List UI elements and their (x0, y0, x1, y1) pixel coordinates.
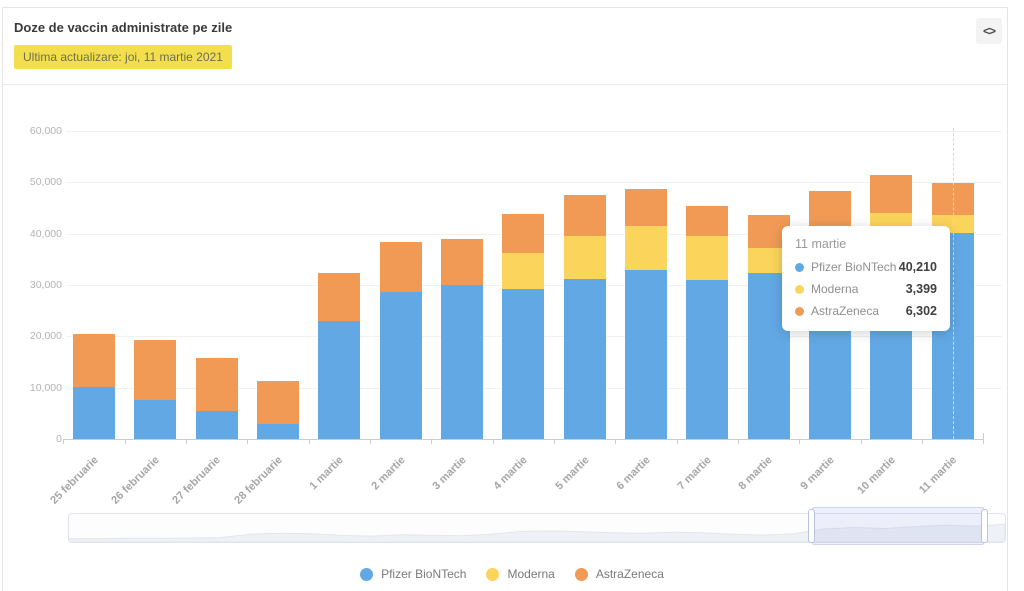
x-axis-tick (860, 439, 862, 444)
navigator-sparkline (69, 523, 1005, 542)
segment-AstraZeneca (257, 381, 300, 425)
legend-item-AstraZeneca[interactable]: AstraZeneca (574, 567, 664, 581)
gridline-50000 (66, 182, 1002, 184)
x-axis-tick (124, 439, 126, 444)
bar-2-martie[interactable] (379, 241, 422, 439)
y-axis-label: 50,000 (29, 176, 62, 189)
chart-tooltip: 11 martie Pfizer BioNTech 40,210 Moderna… (782, 226, 950, 331)
gridline-60000 (66, 131, 1002, 132)
last-updated-badge: Ultima actualizare: joi, 11 martie 2021 (14, 45, 232, 69)
segment-AstraZeneca (73, 334, 116, 388)
legend-label: Moderna (507, 567, 555, 581)
y-axis-label: 0 (56, 433, 62, 445)
y-axis-label: 10,000 (29, 381, 62, 394)
segment-Moderna (502, 253, 545, 290)
segment-AstraZeneca (870, 174, 913, 213)
chart-legend: Pfizer BioNTech Moderna AstraZeneca (0, 567, 1024, 581)
x-axis-tick (799, 439, 801, 444)
segment-AstraZeneca (379, 241, 422, 292)
legend-dot-icon (360, 567, 374, 581)
embed-code-button[interactable]: <> (976, 18, 1002, 44)
x-axis-tick (247, 439, 249, 444)
x-axis-tick (431, 439, 433, 444)
page-title: Doze de vaccin administrate pe zile (14, 20, 233, 35)
bar-28-februarie[interactable] (257, 381, 300, 439)
y-axis-label: 60,000 (29, 125, 62, 137)
x-axis-tick (922, 439, 924, 444)
bar-4-martie[interactable] (502, 213, 545, 439)
x-axis-endcap (983, 433, 985, 439)
bar-7-martie[interactable] (686, 205, 729, 439)
tooltip-row-moderna: Moderna 3,399 (795, 282, 937, 296)
bar-3-martie[interactable] (441, 239, 484, 439)
segment-Moderna (625, 226, 668, 271)
segment-AstraZeneca (134, 339, 177, 400)
header-divider (3, 84, 1008, 85)
segment-AstraZeneca (563, 195, 606, 236)
y-axis-label: 40,000 (29, 227, 62, 240)
segment-Pfizer-BioNTech (318, 320, 361, 439)
legend-dot-icon (574, 567, 588, 581)
x-axis-tick (983, 439, 985, 444)
astrazeneca-dot-icon (795, 306, 804, 316)
segment-Pfizer-BioNTech (686, 280, 729, 439)
segment-Pfizer-BioNTech (625, 270, 668, 439)
bar-5-martie[interactable] (563, 195, 606, 439)
y-axis-label: 30,000 (29, 279, 62, 291)
tooltip-row-pfizer: Pfizer BioNTech 40,210 (795, 260, 937, 274)
range-navigator[interactable] (68, 513, 1006, 543)
segment-Pfizer-BioNTech (502, 289, 545, 439)
x-axis-tick (492, 439, 494, 444)
x-axis-tick (370, 439, 372, 444)
y-axis-label: 20,000 (29, 330, 62, 343)
legend-dot-icon (486, 567, 500, 581)
segment-Pfizer-BioNTech (195, 410, 238, 439)
bar-27-februarie[interactable] (195, 358, 238, 439)
legend-item-Pfizer-BioNTech[interactable]: Pfizer BioNTech (360, 567, 466, 581)
segment-Moderna (563, 235, 606, 280)
segment-AstraZeneca (686, 205, 729, 237)
x-axis-tick (308, 439, 310, 444)
bar-6-martie[interactable] (625, 189, 668, 439)
segment-AstraZeneca (195, 358, 238, 411)
x-axis-tick (63, 439, 65, 444)
segment-AstraZeneca (318, 273, 361, 321)
segment-AstraZeneca (502, 213, 545, 254)
tooltip-date: 11 martie (795, 237, 847, 251)
x-axis-tick (186, 439, 188, 444)
moderna-dot-icon (795, 284, 804, 294)
segment-AstraZeneca (809, 191, 852, 232)
bar-25-februarie[interactable] (73, 334, 116, 439)
segment-Pfizer-BioNTech (73, 387, 116, 439)
segment-AstraZeneca (625, 189, 668, 227)
segment-Pfizer-BioNTech (563, 279, 606, 439)
legend-item-Moderna[interactable]: Moderna (486, 567, 555, 581)
segment-Pfizer-BioNTech (134, 399, 177, 439)
navigator-selection[interactable] (811, 507, 985, 545)
segment-Pfizer-BioNTech (379, 291, 422, 439)
x-axis-line (63, 439, 984, 440)
bar-26-februarie[interactable] (134, 339, 177, 439)
segment-Pfizer-BioNTech (441, 284, 484, 439)
legend-label: Pfizer BioNTech (381, 567, 467, 581)
segment-Moderna (686, 236, 729, 281)
navigator-right-handle[interactable] (980, 509, 988, 543)
code-icon: <> (982, 24, 996, 38)
x-axis-tick (676, 439, 678, 444)
bar-1-martie[interactable] (318, 273, 361, 439)
pfizer-dot-icon (795, 262, 804, 272)
x-axis-tick (615, 439, 617, 444)
segment-Pfizer-BioNTech (257, 424, 300, 439)
x-axis-tick (554, 439, 556, 444)
segment-AstraZeneca (441, 239, 484, 285)
tooltip-row-astrazeneca: AstraZeneca 6,302 (795, 304, 937, 318)
legend-label: AstraZeneca (595, 567, 664, 581)
hover-crosshair-line (952, 128, 954, 439)
navigator-left-handle[interactable] (808, 509, 816, 543)
x-axis-tick (738, 439, 740, 444)
